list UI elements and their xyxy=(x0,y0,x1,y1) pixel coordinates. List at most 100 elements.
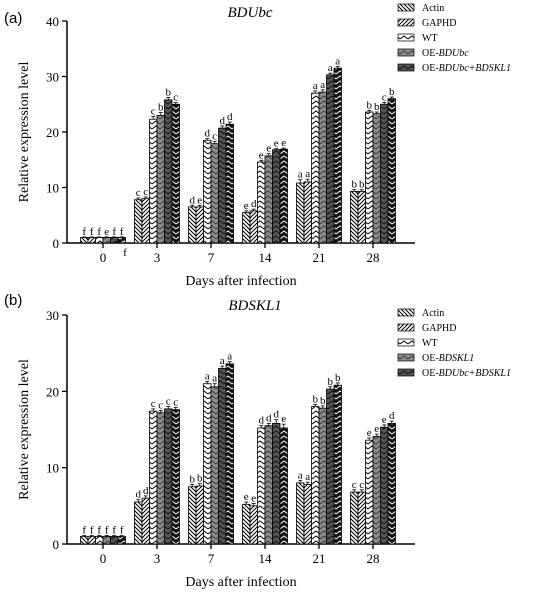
significance-label: a xyxy=(227,351,232,363)
bar xyxy=(218,127,227,244)
bar xyxy=(311,92,320,244)
bar xyxy=(272,422,281,545)
significance-label: f xyxy=(120,525,124,537)
y-tick-label: 20 xyxy=(46,125,59,140)
significance-label: c xyxy=(136,187,141,199)
bar xyxy=(95,535,104,545)
significance-label: e xyxy=(197,194,202,206)
legend-swatch xyxy=(397,368,415,377)
significance-label: c xyxy=(151,398,156,410)
significance-label: f xyxy=(90,525,94,537)
significance-label: b xyxy=(313,393,319,405)
significance-label: e xyxy=(382,414,387,426)
bar xyxy=(380,103,389,244)
significance-label: a xyxy=(305,168,310,180)
bar xyxy=(249,210,258,244)
x-tick-label: 3 xyxy=(154,551,161,566)
significance-label: b xyxy=(158,102,164,114)
bar xyxy=(242,212,251,244)
bar xyxy=(141,198,150,244)
significance-label: c xyxy=(166,396,171,408)
bar xyxy=(110,237,119,244)
chart-title: BDSKL1 xyxy=(228,298,281,314)
bar xyxy=(95,237,104,244)
significance-label: d xyxy=(220,115,226,127)
y-tick-label: 10 xyxy=(46,461,59,476)
bar xyxy=(218,368,227,545)
bar xyxy=(318,407,327,545)
bar xyxy=(87,237,96,244)
significance-label: b xyxy=(190,473,196,485)
bar xyxy=(141,497,150,545)
significance-label: c xyxy=(382,92,387,104)
significance-label: c xyxy=(173,396,178,408)
significance-label: b xyxy=(352,179,358,191)
significance-label: c xyxy=(359,479,364,491)
significance-label: d xyxy=(205,128,211,140)
x-tick-label: 0 xyxy=(100,250,107,265)
significance-label: f xyxy=(123,247,127,259)
bar xyxy=(372,435,381,545)
x-tick-label: 28 xyxy=(367,551,380,566)
significance-label: d xyxy=(136,489,142,501)
legend-label: GAPHD xyxy=(422,18,456,29)
significance-label: c xyxy=(143,186,148,198)
y-axis-label: Relative expression level xyxy=(17,359,32,500)
chart-title: BDUbc xyxy=(228,5,273,21)
bar xyxy=(80,237,89,244)
bar xyxy=(225,123,234,244)
significance-label: e xyxy=(251,493,256,505)
legend-label: OE-BDUbc+BDSKL1 xyxy=(422,368,511,379)
bar xyxy=(387,422,396,545)
significance-label: f xyxy=(112,525,116,537)
bar xyxy=(333,67,342,244)
significance-label: c xyxy=(158,399,163,411)
significance-label: d xyxy=(143,485,149,497)
panel-label: (b) xyxy=(4,292,22,309)
significance-label: a xyxy=(313,80,318,92)
bar xyxy=(249,505,258,545)
significance-label: d xyxy=(389,410,395,422)
significance-label: d xyxy=(259,415,265,427)
bar xyxy=(372,113,381,244)
y-tick-label: 0 xyxy=(53,236,60,251)
bar xyxy=(326,74,335,244)
significance-label: f xyxy=(112,226,116,238)
significance-label: a xyxy=(320,79,325,91)
y-tick-label: 40 xyxy=(46,14,59,29)
bar xyxy=(156,412,165,545)
significance-label: f xyxy=(82,226,86,238)
legend-swatch xyxy=(397,353,415,362)
x-tick-label: 7 xyxy=(208,250,215,265)
significance-label: b xyxy=(166,87,172,99)
x-tick-label: 7 xyxy=(208,551,215,566)
significance-label: f xyxy=(97,226,101,238)
bar xyxy=(87,535,96,545)
bar xyxy=(164,408,173,545)
y-tick-label: 30 xyxy=(46,308,59,323)
significance-label: d xyxy=(274,409,280,421)
bar xyxy=(279,427,288,545)
significance-label: a xyxy=(212,373,217,385)
legend-swatch xyxy=(397,308,415,317)
bar xyxy=(195,485,204,545)
significance-label: b xyxy=(374,101,380,113)
legend-label: OE-BDUbc+BDSKL1 xyxy=(422,63,511,74)
legend-label: WT xyxy=(422,338,438,349)
legend-label: GAPHD xyxy=(422,323,456,334)
y-tick-label: 0 xyxy=(53,537,60,552)
bar xyxy=(171,409,180,545)
significance-label: b xyxy=(367,99,373,111)
x-axis-label: Days after infection xyxy=(185,575,296,590)
bar xyxy=(264,425,273,545)
x-tick-label: 14 xyxy=(259,551,273,566)
legend-swatch xyxy=(397,48,415,57)
significance-label: c xyxy=(352,479,357,491)
significance-label: a xyxy=(328,62,333,74)
significance-label: c xyxy=(212,130,217,142)
significance-label: a xyxy=(298,470,303,482)
bar xyxy=(225,363,234,545)
bar xyxy=(117,535,126,545)
bar xyxy=(242,503,251,545)
bar xyxy=(203,139,212,244)
